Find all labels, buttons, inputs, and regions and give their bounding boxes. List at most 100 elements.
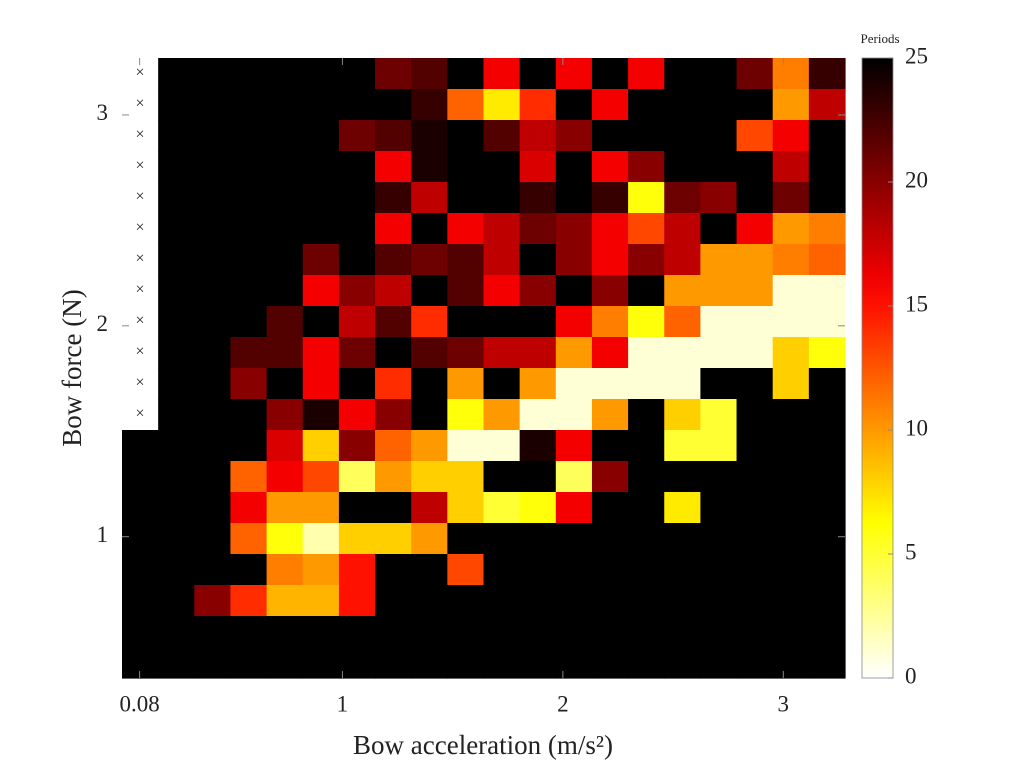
cell	[591, 554, 629, 586]
cell	[122, 647, 159, 679]
cell	[591, 523, 629, 555]
cell	[700, 368, 738, 400]
cell	[700, 58, 738, 90]
cell	[628, 585, 665, 617]
cell	[338, 120, 376, 152]
cell	[555, 151, 593, 183]
cell	[338, 616, 376, 648]
cell	[447, 337, 485, 369]
cell	[266, 89, 304, 121]
cell	[519, 492, 557, 524]
cell	[591, 585, 629, 617]
cell	[338, 399, 376, 431]
cell	[411, 616, 448, 648]
cell	[555, 120, 593, 152]
cell	[664, 306, 701, 338]
cell	[555, 58, 593, 90]
cell	[808, 244, 846, 276]
x-tick-label: 0.08	[120, 691, 160, 716]
cell	[122, 554, 159, 586]
cell	[664, 430, 701, 462]
cell	[700, 616, 738, 648]
cell	[628, 430, 665, 462]
cell	[411, 492, 448, 524]
colorbar	[861, 57, 894, 679]
cell	[302, 120, 340, 152]
cell	[158, 430, 195, 462]
cell	[375, 275, 412, 307]
cell	[483, 430, 521, 462]
cell	[591, 306, 629, 338]
cell	[555, 523, 593, 555]
cell	[302, 647, 340, 679]
x-tick-label: 1	[337, 691, 349, 716]
cell	[194, 337, 232, 369]
cell	[266, 244, 304, 276]
cell	[302, 492, 340, 524]
cell	[375, 492, 412, 524]
cell	[447, 585, 485, 617]
cell	[447, 58, 485, 90]
cell	[664, 554, 701, 586]
cell	[338, 461, 376, 493]
cell	[447, 554, 485, 586]
cell	[302, 182, 340, 214]
cell	[338, 430, 376, 462]
cell	[375, 616, 412, 648]
y-axis-label: Bow force (N)	[57, 289, 87, 446]
x-tick-label: 2	[557, 691, 569, 716]
cell	[338, 275, 376, 307]
cell	[266, 554, 304, 586]
cell	[447, 647, 485, 679]
cell	[519, 554, 557, 586]
cell	[230, 430, 268, 462]
cell	[194, 523, 232, 555]
cell	[519, 461, 557, 493]
cell	[447, 89, 485, 121]
cell	[808, 647, 846, 679]
colorbar-tick-label: 10	[905, 415, 928, 440]
cell	[519, 430, 557, 462]
cell	[447, 151, 485, 183]
cell	[483, 58, 521, 90]
cell	[808, 337, 846, 369]
cell	[808, 275, 846, 307]
cell	[591, 430, 629, 462]
cell	[555, 492, 593, 524]
cell	[555, 275, 593, 307]
cell	[772, 616, 810, 648]
cell	[411, 244, 448, 276]
cell	[772, 275, 810, 307]
cell	[194, 306, 232, 338]
cell	[628, 337, 665, 369]
cell	[736, 523, 774, 555]
cell	[447, 182, 485, 214]
cell	[411, 58, 448, 90]
cell	[808, 399, 846, 431]
cell	[700, 585, 738, 617]
cell	[230, 368, 268, 400]
cell	[591, 616, 629, 648]
cell	[628, 368, 665, 400]
cell	[555, 399, 593, 431]
cell	[230, 244, 268, 276]
cell	[266, 151, 304, 183]
cell	[808, 585, 846, 617]
cell	[375, 647, 412, 679]
cell	[411, 182, 448, 214]
cell	[700, 89, 738, 121]
cell	[194, 430, 232, 462]
cell	[158, 492, 195, 524]
cell	[808, 616, 846, 648]
cell	[338, 523, 376, 555]
cell	[375, 554, 412, 586]
cell	[772, 461, 810, 493]
cell	[230, 616, 268, 648]
cell	[736, 461, 774, 493]
cell	[700, 213, 738, 245]
nan-marker: ×	[136, 250, 145, 267]
cell	[736, 399, 774, 431]
nan-marker: ×	[136, 126, 145, 143]
cell	[591, 120, 629, 152]
cell	[302, 554, 340, 586]
